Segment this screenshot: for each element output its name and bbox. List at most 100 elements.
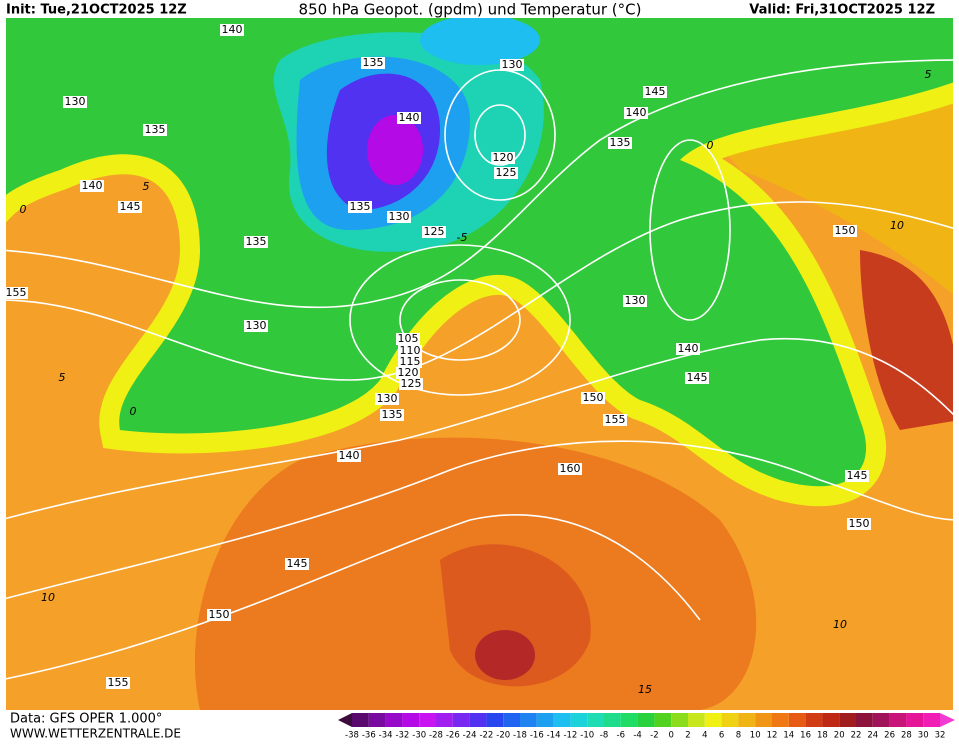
contour-label-bg: [220, 24, 244, 36]
contour-label: 140: [678, 342, 699, 355]
contour-label-bg: [337, 450, 361, 462]
contour-label-bg: [375, 393, 399, 405]
colorbar-tick-label: 4: [702, 731, 707, 741]
contour-label: 130: [389, 210, 410, 223]
contour-label: 130: [65, 95, 86, 108]
colorbar-tick-label: -22: [479, 731, 493, 741]
temperature-label: 5: [925, 68, 932, 81]
contour-label: 125: [424, 225, 445, 238]
colorbar-tick-label: 26: [884, 731, 895, 741]
contour-label-bg: [118, 201, 142, 213]
contour-label-bg: [398, 345, 422, 357]
contour-label-bg: [380, 409, 404, 421]
colorbar-tick-label: 0: [668, 731, 673, 741]
contour-label: 140: [82, 179, 103, 192]
colorbar-tick-label: -18: [513, 731, 527, 741]
colorbar-segment: [419, 713, 436, 727]
contour-label-bg: [80, 180, 104, 192]
contour-label-bg: [845, 470, 869, 482]
colorbar-tick-label: -4: [633, 731, 641, 741]
temperature-label: 10: [833, 618, 847, 631]
contour-label-bg: [348, 201, 372, 213]
colorbar-segment: [604, 713, 621, 727]
map-title: 850 hPa Geopot. (gpdm) und Temperatur (°…: [299, 1, 642, 19]
colorbar-tick-label: -24: [463, 731, 477, 741]
colorbar-segment: [688, 713, 705, 727]
colorbar-tick-label: 10: [750, 731, 761, 741]
colorbar-segment: [536, 713, 554, 727]
contour-label-bg: [387, 211, 411, 223]
colorbar-tick-label: -32: [395, 731, 409, 741]
contour-label-bg: [676, 343, 700, 355]
colorbar-segment: [704, 713, 722, 727]
colorbar-segment: [856, 713, 873, 727]
colorbar-segment: [402, 713, 420, 727]
contour-label: 135: [363, 56, 384, 69]
colorbar-tick-label: 2: [685, 731, 690, 741]
colorbar-segment: [738, 713, 756, 727]
contour-label: 135: [145, 123, 166, 136]
colorbar-segment: [839, 713, 856, 727]
colorbar-extend: [940, 713, 955, 727]
contour-label-bg: [244, 236, 268, 248]
contour-label: 140: [222, 23, 243, 36]
contour-label: 130: [246, 319, 267, 332]
colorbar-segment: [452, 713, 470, 727]
contour-label: 120: [398, 366, 419, 379]
contour-label-bg: [143, 124, 167, 136]
colorbar-tick-label: -14: [547, 731, 561, 741]
colorbar-tick-label: -10: [580, 731, 594, 741]
colorbar-segment: [654, 713, 672, 727]
contour-label: 145: [287, 557, 308, 570]
contour-label-bg: [399, 378, 423, 390]
contour-label: 145: [645, 85, 666, 98]
temperature-label: -5: [457, 231, 468, 244]
contour-label-bg: [422, 226, 446, 238]
colorbar-tick-label: 32: [935, 731, 946, 741]
contour-label-bg: [494, 167, 518, 179]
colorbar-tick-label: -6: [617, 731, 625, 741]
colorbar-segment: [469, 713, 487, 727]
contour-label-bg: [106, 677, 130, 689]
contour-label-bg: [4, 287, 28, 299]
colorbar-tick-label: 14: [783, 731, 794, 741]
contour-label-bg: [396, 367, 420, 379]
contour-label-bg: [491, 152, 515, 164]
contour-label-bg: [396, 333, 420, 345]
colorbar-tick-label: -12: [563, 731, 577, 741]
colorbar-segment: [923, 713, 940, 727]
temperature-label: 5: [143, 180, 150, 193]
site: WWW.WETTERZENTRALE.DE: [10, 727, 181, 741]
contour-label: 135: [610, 136, 631, 149]
colorbar-segment: [637, 713, 655, 727]
contour-label: 135: [246, 235, 267, 248]
contour-label-bg: [847, 518, 871, 530]
init-time: Init: Tue,21OCT2025 12Z: [6, 3, 187, 18]
contour-label-bg: [624, 107, 648, 119]
contour-label: 145: [120, 200, 141, 213]
colorbar-segment: [352, 713, 369, 727]
contour-label-bg: [603, 414, 627, 426]
contour-label: 120: [493, 151, 514, 164]
colorbar-segment: [772, 713, 789, 727]
contour-label: 150: [835, 224, 856, 237]
colorbar-segment: [520, 713, 537, 727]
contour-label-bg: [207, 609, 231, 621]
colorbar-tick-label: 16: [800, 731, 811, 741]
temperature-label: 15: [638, 683, 652, 696]
contour-label: 125: [496, 166, 517, 179]
colorbar-tick-label: -8: [600, 731, 608, 741]
colorbar-segment: [889, 713, 907, 727]
colorbar-tick-label: -36: [362, 731, 376, 741]
colorbar-segment: [671, 713, 688, 727]
colorbar-segment: [755, 713, 772, 727]
contour-label: 135: [382, 408, 403, 421]
contour-label: 145: [687, 371, 708, 384]
temperature-label: 0: [707, 139, 714, 152]
colorbar-tick-label: 30: [918, 731, 929, 741]
colorbar-segment: [553, 713, 571, 727]
colorbar-segment: [587, 713, 604, 727]
colorbar-tick-label: -30: [412, 731, 426, 741]
contour-label-bg: [833, 225, 857, 237]
contour-label-bg: [285, 558, 309, 570]
